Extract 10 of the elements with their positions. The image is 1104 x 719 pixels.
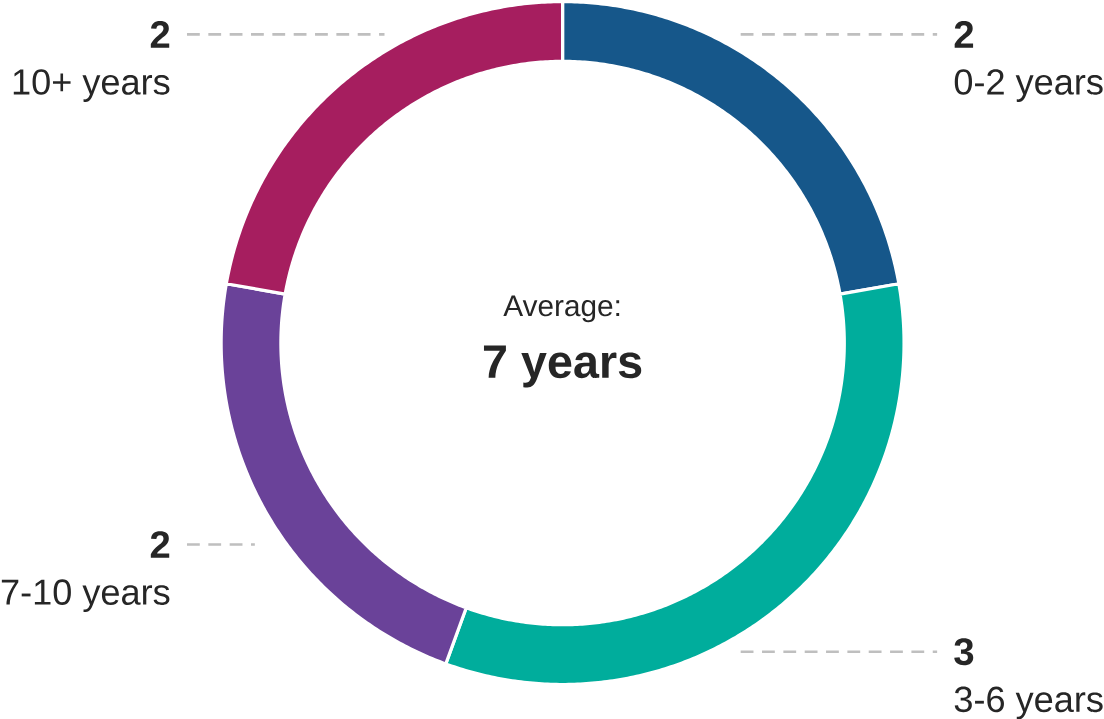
text: 7 years bbox=[483, 345, 642, 388]
slice-label: 0-2 years bbox=[954, 69, 1103, 102]
slice-label: 10+ years bbox=[13, 69, 170, 102]
data-label: 3 bbox=[954, 638, 974, 666]
data-label: 2 bbox=[150, 20, 170, 48]
data-label: 2 bbox=[150, 531, 170, 558]
data-label: 2 bbox=[954, 20, 974, 48]
text: Average: bbox=[503, 295, 620, 323]
slice-label: 3-6 years bbox=[954, 686, 1103, 719]
slice-label: 7-10 years bbox=[1, 579, 170, 612]
